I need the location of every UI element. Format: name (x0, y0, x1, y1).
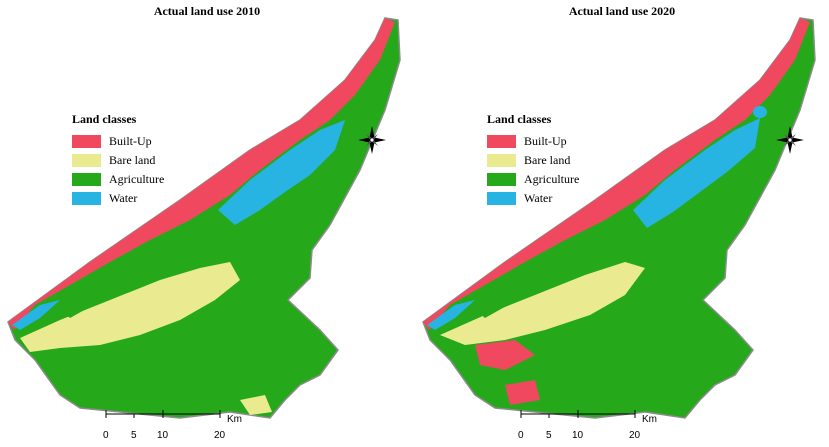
legend-swatch (72, 173, 101, 186)
legend-label: Built-Up (524, 134, 567, 148)
legend-title: Land classes (72, 112, 137, 126)
north-arrow-icon (358, 126, 386, 154)
scale-tick-label: 10 (572, 430, 584, 441)
legend: Land classes Built-Up Bare land Agricult… (487, 112, 579, 208)
region-built-up-2 (475, 340, 535, 370)
legend-label: Agriculture (109, 172, 165, 186)
map-title: Actual land use 2010 (153, 4, 261, 18)
north-arrow-icon (776, 126, 804, 154)
scale-bar: Km 0 5 10 20 (518, 410, 657, 441)
map-title: Actual land use 2020 (568, 4, 676, 18)
legend-item-built-up: Built-Up (487, 132, 579, 151)
legend-label: Bare land (109, 153, 156, 167)
scale-tick-label: 20 (629, 430, 641, 441)
legend-item-built-up: Built-Up (72, 132, 164, 151)
region-water-3 (753, 106, 767, 118)
region-built-up (423, 18, 810, 330)
legend-title: Land classes (487, 112, 552, 126)
scale-tick-label: 5 (131, 430, 137, 441)
scale-tick-label: 0 (103, 430, 109, 441)
legend-label: Water (524, 191, 553, 205)
legend-label: Water (109, 191, 138, 205)
region-agriculture-strip (60, 225, 220, 318)
scale-tick-label: 5 (546, 430, 552, 441)
legend-swatch (487, 135, 516, 148)
region-bare-land (440, 262, 645, 345)
scale-tick-label: 0 (518, 430, 524, 441)
map-panel-2020: Actual land use 2020 Land classes Built-… (415, 0, 829, 447)
land-use-map-2020 (422, 17, 816, 419)
legend-item-water: Water (72, 189, 164, 208)
region-built-up (8, 18, 395, 330)
scale-bar: Km 0 5 10 20 (103, 410, 242, 441)
map-panel-2010: Actual land use 2010 Land classes Built-… (0, 0, 414, 447)
scale-tick-label: 10 (157, 430, 169, 441)
scale-unit: Km (227, 414, 242, 425)
region-water-2 (12, 300, 60, 330)
legend-label: Bare land (524, 153, 571, 167)
land-use-map-2010 (7, 17, 401, 419)
legend-swatch (72, 192, 101, 205)
legend-swatch (72, 154, 101, 167)
legend-item-agriculture: Agriculture (72, 170, 164, 189)
legend-item-agriculture: Agriculture (487, 170, 579, 189)
legend-item-bare-land: Bare land (72, 151, 164, 170)
legend-swatch (487, 173, 516, 186)
legend: Land classes Built-Up Bare land Agricult… (72, 112, 164, 208)
legend-item-water: Water (487, 189, 579, 208)
legend-swatch (487, 192, 516, 205)
region-built-up-3 (505, 380, 540, 405)
region-water-2 (427, 300, 475, 330)
scale-unit: Km (642, 414, 657, 425)
region-bare-land-2 (240, 395, 272, 415)
region-agriculture-strip (475, 225, 635, 318)
region-agriculture (7, 17, 401, 419)
legend-label: Agriculture (524, 172, 580, 186)
region-water (218, 120, 345, 225)
legend-swatch (72, 135, 101, 148)
region-water (633, 118, 760, 228)
legend-swatch (487, 154, 516, 167)
legend-label: Built-Up (109, 134, 152, 148)
legend-item-bare-land: Bare land (487, 151, 579, 170)
scale-tick-label: 20 (214, 430, 226, 441)
region-bare-land (20, 262, 240, 352)
